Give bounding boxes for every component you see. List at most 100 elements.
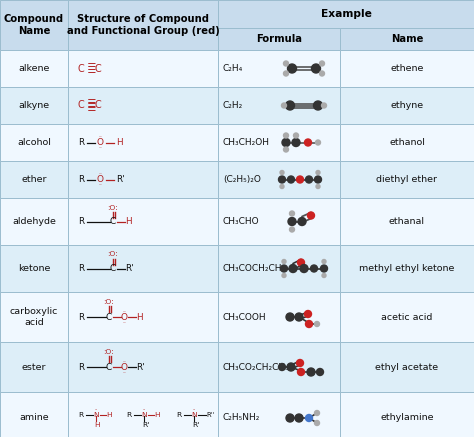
- Circle shape: [282, 139, 290, 146]
- Circle shape: [287, 363, 295, 371]
- Text: Example: Example: [320, 9, 372, 19]
- Circle shape: [304, 139, 311, 146]
- Circle shape: [289, 264, 297, 273]
- Bar: [218, 124, 340, 161]
- Text: C: C: [78, 101, 85, 111]
- Text: Formula: Formula: [256, 34, 302, 44]
- Text: acetic acid: acetic acid: [381, 312, 433, 322]
- Bar: [68, 50, 218, 87]
- Bar: [218, 50, 340, 87]
- Circle shape: [307, 368, 315, 376]
- Circle shape: [316, 140, 320, 145]
- Bar: [0, 198, 68, 245]
- Bar: [218, 87, 340, 124]
- Circle shape: [279, 364, 285, 371]
- Circle shape: [319, 71, 325, 76]
- Text: alkyne: alkyne: [18, 101, 50, 110]
- Bar: [0, 161, 68, 198]
- Text: H: H: [116, 138, 123, 147]
- Text: R: R: [78, 363, 84, 371]
- Circle shape: [306, 176, 312, 183]
- Bar: [340, 245, 474, 292]
- Text: N: N: [191, 412, 197, 418]
- Text: R: R: [78, 138, 84, 147]
- Text: O: O: [97, 175, 104, 184]
- Bar: [0, 245, 68, 292]
- Text: (C₂H₅)₂O: (C₂H₅)₂O: [223, 175, 261, 184]
- Text: ··: ··: [98, 135, 102, 139]
- Bar: [218, 198, 340, 245]
- Circle shape: [293, 133, 299, 138]
- Text: Compound
Name: Compound Name: [4, 14, 64, 36]
- Circle shape: [298, 218, 306, 225]
- Bar: [340, 28, 474, 50]
- Circle shape: [281, 265, 288, 272]
- Text: ethyne: ethyne: [391, 101, 424, 110]
- Circle shape: [315, 322, 319, 326]
- Text: C: C: [106, 312, 112, 322]
- Bar: [218, 292, 340, 342]
- Bar: [218, 342, 340, 392]
- Text: ··: ··: [122, 359, 126, 364]
- Text: ··: ··: [98, 183, 102, 187]
- Circle shape: [295, 414, 303, 422]
- Text: CH₃CO₂CH₂CH₃: CH₃CO₂CH₂CH₃: [223, 363, 290, 371]
- Circle shape: [280, 184, 284, 188]
- Text: CH₃COCH₂CH₃: CH₃COCH₂CH₃: [223, 264, 286, 273]
- Circle shape: [285, 101, 294, 110]
- Circle shape: [306, 320, 312, 327]
- Bar: [340, 392, 474, 437]
- Text: R: R: [176, 412, 181, 418]
- Circle shape: [322, 274, 326, 277]
- Text: C: C: [106, 363, 112, 371]
- Text: Structure of Compound
and Functional Group (red): Structure of Compound and Functional Gro…: [67, 14, 219, 36]
- Circle shape: [283, 61, 289, 66]
- Text: O: O: [121, 312, 128, 322]
- Circle shape: [320, 265, 328, 272]
- Text: R'': R'': [206, 412, 214, 418]
- Circle shape: [317, 368, 323, 375]
- Text: H: H: [154, 412, 160, 418]
- Text: ester: ester: [22, 363, 46, 371]
- Circle shape: [319, 61, 325, 66]
- Text: ··: ··: [122, 309, 126, 314]
- Text: C: C: [95, 101, 102, 111]
- Text: methyl ethyl ketone: methyl ethyl ketone: [359, 264, 455, 273]
- Circle shape: [282, 274, 286, 277]
- Circle shape: [279, 176, 285, 183]
- Circle shape: [306, 415, 312, 422]
- Circle shape: [292, 139, 300, 146]
- Text: C: C: [110, 264, 116, 273]
- Circle shape: [286, 414, 294, 422]
- Text: ethyl acetate: ethyl acetate: [375, 363, 438, 371]
- Text: C: C: [95, 63, 102, 73]
- Circle shape: [282, 103, 286, 108]
- Text: N: N: [93, 412, 99, 418]
- Bar: [0, 124, 68, 161]
- Text: H: H: [94, 422, 100, 428]
- Bar: [68, 0, 218, 50]
- Text: ether: ether: [21, 175, 47, 184]
- Text: R: R: [126, 412, 131, 418]
- Circle shape: [295, 313, 303, 321]
- Text: O: O: [121, 363, 128, 371]
- Circle shape: [283, 133, 289, 138]
- Circle shape: [316, 170, 320, 174]
- Bar: [218, 245, 340, 292]
- Circle shape: [310, 265, 318, 272]
- Text: R: R: [78, 412, 83, 418]
- Text: :O:: :O:: [103, 299, 114, 305]
- Text: ··: ··: [98, 146, 102, 150]
- Text: ethylamine: ethylamine: [380, 413, 434, 423]
- Bar: [0, 87, 68, 124]
- Text: R': R': [136, 363, 145, 371]
- Text: H: H: [106, 412, 111, 418]
- Circle shape: [290, 211, 294, 216]
- Text: R': R': [192, 422, 200, 428]
- Bar: [0, 0, 68, 50]
- Text: =: =: [87, 59, 97, 72]
- Circle shape: [283, 147, 289, 152]
- Text: =: =: [87, 103, 97, 116]
- Text: R: R: [78, 264, 84, 273]
- Bar: [340, 124, 474, 161]
